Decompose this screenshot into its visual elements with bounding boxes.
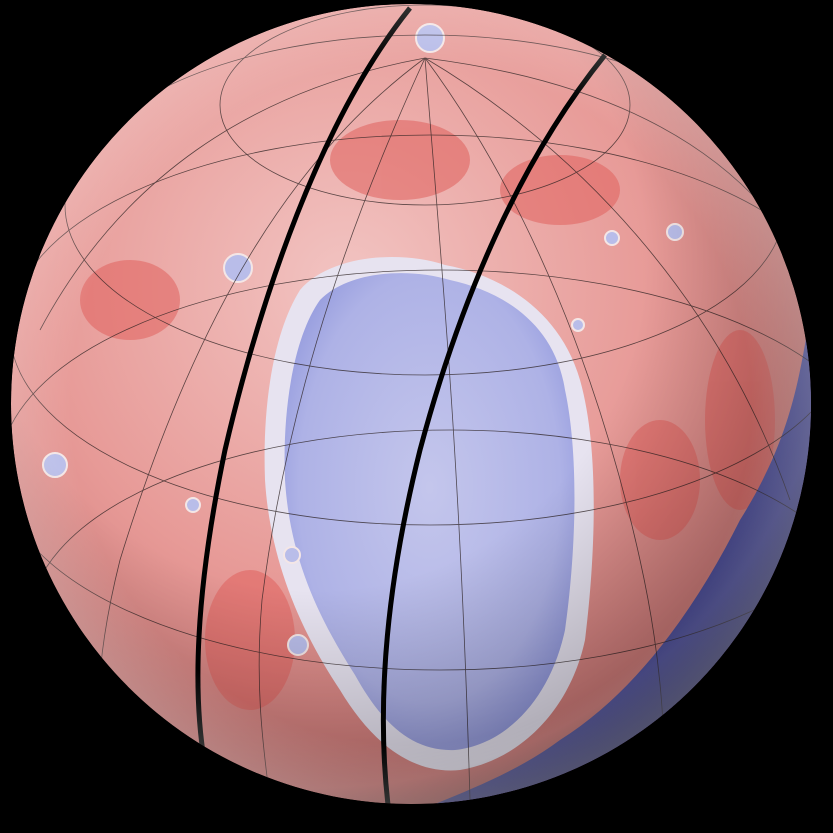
globe xyxy=(11,4,811,804)
rim-glow xyxy=(11,4,811,804)
